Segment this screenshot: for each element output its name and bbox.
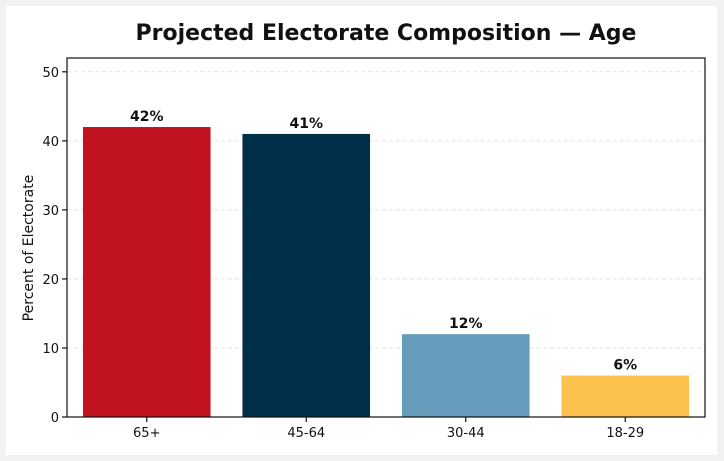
y-tick-label: 40 — [42, 135, 59, 150]
data-label: 41% — [289, 116, 323, 132]
axes: 0 10 20 30 40 50 65+ 45-64 30-44 18-29 — [42, 57, 706, 441]
x-tick-label: 65+ — [133, 426, 160, 441]
x-tick-label: 45-64 — [287, 426, 325, 441]
data-label: 12% — [449, 316, 483, 332]
data-labels: 42% 41% 12% 6% — [130, 109, 637, 374]
data-label: 42% — [130, 109, 164, 125]
y-axis-label: Percent of Electorate — [21, 175, 37, 322]
bar-chart: Projected Electorate Composition — Age 4… — [21, 21, 706, 441]
bar-45-64 — [242, 133, 371, 417]
y-tick-label: 50 — [42, 66, 59, 81]
y-tick-label: 20 — [42, 273, 59, 288]
bar-30-44 — [401, 334, 530, 417]
y-tick-label: 10 — [42, 342, 59, 357]
data-label: 6% — [613, 358, 637, 374]
chart-title: Projected Electorate Composition — Age — [136, 21, 637, 46]
y-tick-label: 30 — [42, 204, 59, 219]
plot-frame — [66, 57, 706, 418]
bar-18-29 — [561, 375, 690, 417]
y-tick-label: 0 — [51, 411, 59, 426]
bar-65+ — [82, 127, 211, 418]
x-tick-label: 18-29 — [606, 426, 644, 441]
bars — [82, 127, 690, 418]
chart-card: Projected Electorate Composition — Age 4… — [6, 6, 717, 455]
x-tick-label: 30-44 — [447, 426, 485, 441]
